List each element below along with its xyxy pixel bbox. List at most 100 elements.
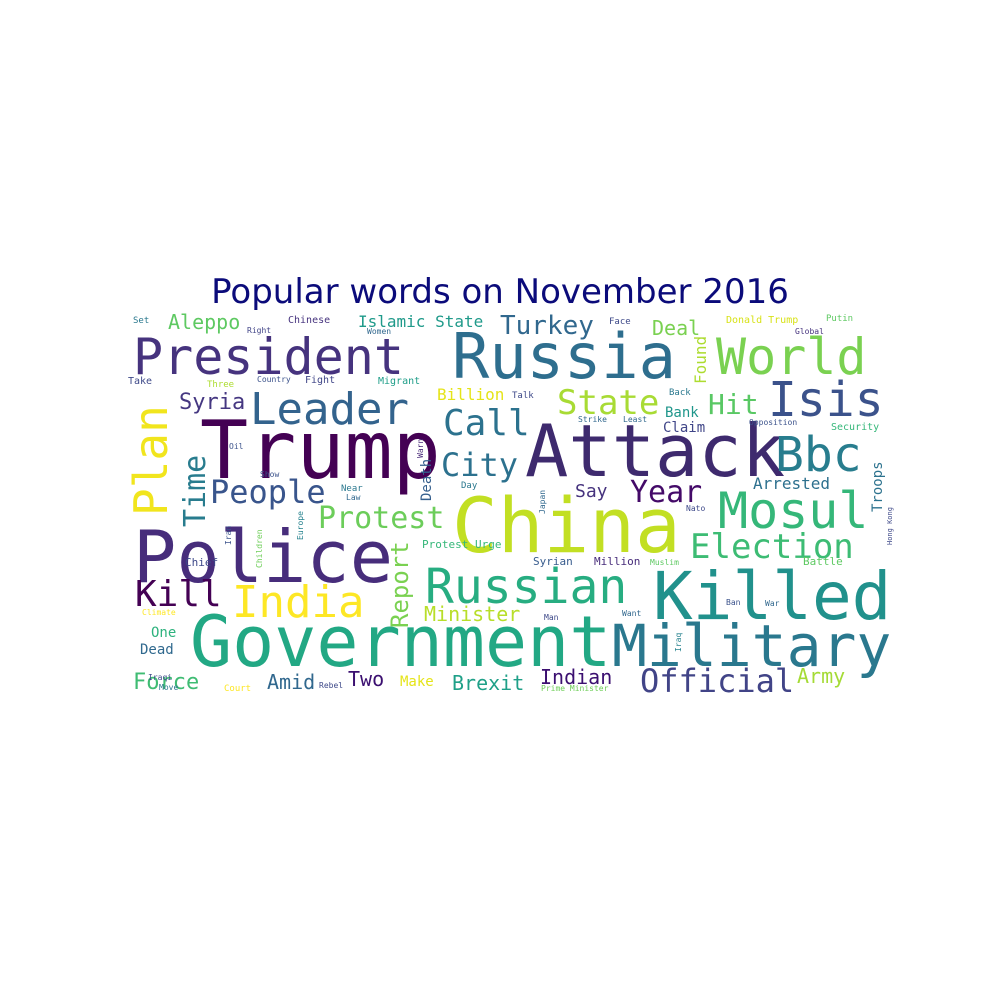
word-opposition: Opposition — [749, 418, 797, 427]
word-court: Court — [224, 684, 251, 694]
word-climate: Climate — [142, 608, 176, 617]
word-president: President — [133, 328, 404, 386]
word-japan: Japan — [538, 490, 547, 514]
word-chief: Chief — [185, 556, 218, 569]
word-show: Show — [260, 470, 279, 479]
word-dead: Dead — [140, 642, 174, 658]
word-china: China — [452, 481, 681, 570]
word-putin: Putin — [826, 314, 853, 324]
word-force: Force — [133, 670, 199, 695]
word-back: Back — [669, 388, 691, 398]
word-strike: Strike — [578, 415, 607, 424]
word-plan: Plan — [124, 405, 178, 516]
word-women: Women — [367, 327, 391, 336]
word-time: Time — [178, 455, 213, 527]
word-bank: Bank — [665, 405, 699, 421]
word-syria: Syria — [179, 390, 245, 415]
word-minister: Minister — [424, 602, 520, 626]
word-islamic-state: Islamic State — [358, 312, 483, 331]
word-police: Police — [133, 515, 393, 599]
word-children: Children — [255, 529, 264, 568]
word-protest-urge: Protest Urge — [422, 538, 501, 551]
word-face: Face — [609, 317, 631, 327]
word-million: Million — [594, 555, 640, 568]
word-europe: Europe — [296, 511, 305, 540]
word-iraqi: Iraqi — [148, 673, 172, 682]
word-move: Move — [159, 683, 178, 692]
word-indian: Indian — [540, 665, 612, 689]
word-russian: Russian — [425, 559, 627, 615]
word-military: Military — [612, 612, 891, 680]
word-rebel: Rebel — [319, 681, 343, 690]
word-mosul: Mosul — [718, 482, 869, 540]
word-iraq: Iraq — [674, 633, 683, 652]
word-brexit: Brexit — [452, 671, 524, 695]
word-turkey: Turkey — [500, 311, 594, 341]
word-battle: Battle — [803, 555, 843, 568]
chart-title: Popular words on November 2016 — [211, 272, 789, 312]
word-troops: Troops — [870, 461, 886, 512]
word-isis: Isis — [768, 372, 884, 428]
word-ban: Ban — [726, 598, 741, 607]
word-year: Year — [630, 475, 702, 510]
word-day: Day — [461, 481, 478, 491]
word-people: People — [210, 473, 326, 511]
word-war: War — [765, 599, 780, 608]
word-bbc: Bbc — [775, 427, 862, 483]
word-country: Country — [257, 375, 291, 384]
word-fight: Fight — [305, 375, 335, 386]
word-oil: Oil — [229, 442, 244, 451]
word-warn: Warn — [416, 439, 425, 458]
word-migrant: Migrant — [378, 376, 420, 387]
word-russia: Russia — [452, 320, 676, 393]
word-killed: Killed — [653, 558, 891, 635]
word-protest: Protest — [318, 501, 444, 536]
word-right: Right — [247, 326, 271, 335]
word-kill: Kill — [135, 574, 222, 615]
word-election: Election — [690, 527, 854, 567]
word-arrested: Arrested — [753, 474, 830, 493]
word-report: Report — [386, 541, 414, 628]
word-muslim: Muslim — [650, 558, 679, 567]
word-government: Government — [190, 601, 611, 683]
word-three: Three — [207, 380, 234, 390]
word-billion: Billion — [437, 385, 504, 404]
word-army: Army — [797, 664, 845, 688]
word-hit: Hit — [708, 388, 759, 421]
word-set: Set — [133, 316, 149, 326]
word-found: Found — [691, 336, 710, 384]
word-syrian: Syrian — [533, 555, 573, 568]
word-call: Call — [443, 403, 530, 444]
word-city: City — [441, 446, 518, 484]
word-state: State — [557, 383, 659, 423]
word-india: India — [232, 577, 364, 628]
word-nato: Nato — [686, 504, 705, 513]
word-hong-kong: Hong Kong — [886, 507, 894, 545]
word-least: Least — [623, 415, 647, 424]
word-death: Death — [419, 459, 435, 501]
word-official: Official — [640, 662, 794, 700]
word-amid: Amid — [267, 670, 315, 694]
word-two: Two — [348, 667, 384, 691]
word-donald-trump: Donald Trump — [726, 315, 798, 326]
word-aleppo: Aleppo — [168, 310, 240, 334]
word-talk: Talk — [512, 391, 534, 401]
word-want: Want — [622, 609, 641, 618]
word-take: Take — [128, 376, 152, 387]
word-attack: Attack — [525, 409, 785, 493]
word-say: Say — [575, 481, 608, 502]
word-chinese: Chinese — [288, 315, 330, 326]
word-iran: Iran — [224, 526, 233, 545]
word-claim: Claim — [663, 420, 705, 436]
word-one: One — [151, 625, 176, 641]
word-law: Law — [346, 493, 361, 502]
word-near: Near — [341, 484, 363, 494]
word-world: World — [716, 328, 867, 386]
word-trump: Trump — [200, 404, 441, 497]
word-make: Make — [400, 674, 434, 690]
word-leader: Leader — [250, 384, 409, 435]
word-global: Global — [795, 327, 824, 336]
word-deal: Deal — [652, 316, 700, 340]
word-man: Man — [544, 613, 559, 622]
